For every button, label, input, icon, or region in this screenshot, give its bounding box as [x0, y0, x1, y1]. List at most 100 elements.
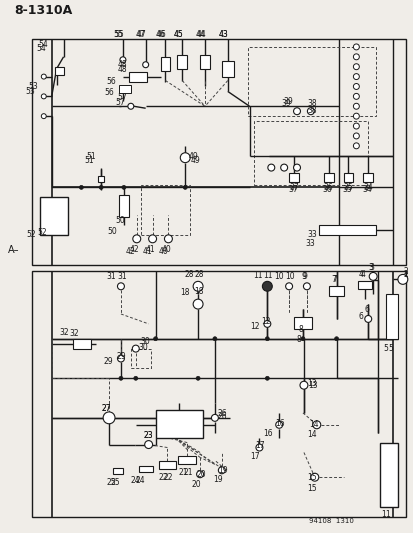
Text: 94108  1310: 94108 1310: [308, 518, 353, 524]
Circle shape: [307, 108, 313, 115]
Text: 21: 21: [183, 469, 192, 478]
Circle shape: [267, 164, 274, 171]
Bar: [140, 185, 190, 235]
Circle shape: [312, 421, 320, 429]
Text: 43: 43: [218, 30, 228, 39]
Text: 19: 19: [213, 475, 222, 484]
Bar: [119, 85, 131, 93]
Text: 45: 45: [173, 30, 183, 39]
Bar: [138, 466, 152, 472]
Text: 54: 54: [38, 40, 47, 49]
Text: 51: 51: [84, 156, 94, 165]
Text: 3: 3: [367, 263, 372, 272]
Text: 27: 27: [101, 404, 111, 413]
Text: 42: 42: [126, 247, 135, 256]
Circle shape: [265, 337, 269, 341]
Text: 8: 8: [295, 335, 300, 344]
Text: 14: 14: [306, 430, 316, 439]
Circle shape: [368, 272, 376, 280]
Bar: [385, 294, 397, 338]
Circle shape: [353, 143, 358, 149]
Text: 10: 10: [274, 272, 283, 281]
Text: 51: 51: [86, 152, 96, 160]
Circle shape: [353, 123, 358, 129]
Circle shape: [285, 283, 292, 290]
Text: 5: 5: [387, 344, 392, 353]
Circle shape: [255, 444, 262, 451]
Text: 7: 7: [332, 276, 337, 284]
Text: 33: 33: [306, 230, 316, 239]
Text: 18: 18: [180, 288, 190, 297]
Text: 55: 55: [113, 30, 123, 39]
Text: 28: 28: [184, 270, 194, 279]
Circle shape: [303, 283, 310, 290]
Text: 53: 53: [28, 83, 38, 92]
Bar: [221, 61, 233, 77]
Text: 34: 34: [363, 183, 372, 192]
Text: 56: 56: [104, 88, 114, 97]
Text: 15: 15: [306, 484, 316, 493]
Text: 9: 9: [301, 272, 306, 281]
Text: 50: 50: [107, 227, 117, 236]
Circle shape: [263, 320, 270, 327]
Text: 26: 26: [217, 409, 227, 418]
Circle shape: [275, 421, 282, 428]
Text: 29: 29: [103, 357, 113, 366]
Bar: [32, 39, 405, 264]
Circle shape: [353, 64, 358, 70]
Text: 14: 14: [308, 419, 318, 429]
Bar: [254, 121, 367, 185]
Circle shape: [293, 108, 300, 115]
Text: A–: A–: [8, 245, 20, 255]
Bar: [98, 176, 104, 182]
Text: 5: 5: [382, 344, 387, 353]
Text: 31: 31: [106, 272, 116, 281]
Text: 12: 12: [261, 317, 270, 326]
Circle shape: [128, 103, 133, 109]
Text: 19: 19: [217, 466, 227, 475]
Text: 20: 20: [191, 480, 200, 489]
Text: 2: 2: [403, 268, 408, 277]
Circle shape: [280, 164, 287, 171]
Text: 32: 32: [69, 329, 79, 338]
Text: 1: 1: [384, 510, 389, 519]
Circle shape: [353, 54, 358, 60]
Bar: [379, 442, 397, 507]
Text: 23: 23: [143, 431, 153, 440]
Circle shape: [212, 337, 216, 341]
Text: 52: 52: [37, 228, 46, 237]
Circle shape: [132, 345, 139, 352]
Circle shape: [353, 113, 358, 119]
Text: 48: 48: [117, 65, 126, 74]
Circle shape: [364, 316, 371, 322]
Circle shape: [148, 235, 156, 243]
Text: 8: 8: [298, 325, 303, 334]
Circle shape: [144, 441, 152, 449]
Text: 24: 24: [131, 476, 140, 485]
Bar: [293, 317, 311, 329]
Bar: [40, 197, 67, 235]
Text: 20: 20: [196, 470, 205, 479]
Text: 23: 23: [143, 431, 153, 440]
Text: 31: 31: [117, 272, 126, 281]
Text: 9: 9: [302, 272, 307, 281]
Circle shape: [133, 235, 140, 243]
Circle shape: [300, 337, 304, 341]
Text: 29: 29: [117, 352, 126, 361]
Text: 47: 47: [137, 30, 146, 39]
Text: 55: 55: [114, 30, 123, 39]
Text: 44: 44: [196, 30, 205, 39]
Bar: [158, 462, 176, 469]
Circle shape: [353, 44, 358, 50]
Text: 8-1310A: 8-1310A: [14, 4, 72, 17]
Circle shape: [133, 376, 138, 380]
Circle shape: [293, 164, 300, 171]
Text: 49: 49: [190, 156, 199, 165]
Text: 27: 27: [101, 404, 111, 413]
Text: 2: 2: [403, 270, 408, 279]
Text: 7: 7: [331, 276, 336, 284]
Text: 30: 30: [140, 337, 150, 345]
Bar: [358, 281, 371, 289]
Circle shape: [41, 74, 46, 79]
Circle shape: [153, 337, 157, 341]
